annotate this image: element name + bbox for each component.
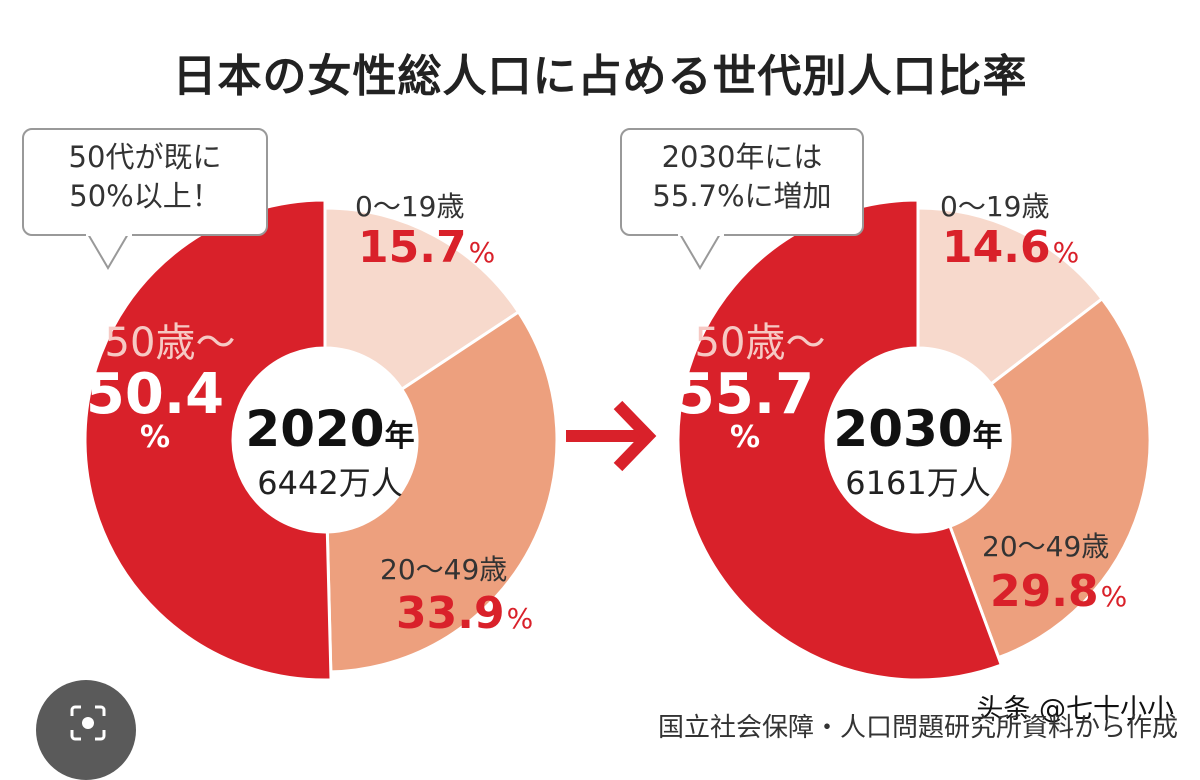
value-unit: % <box>506 602 534 635</box>
unit-senior-2030: % <box>729 420 761 455</box>
value-senior-2020: 50.4 <box>85 362 225 427</box>
value-youth-2030: 14.6% <box>942 222 1079 273</box>
donut-chart-2020 <box>83 198 559 682</box>
value-unit: % <box>1052 236 1080 269</box>
center-year-2020: 2020年 <box>210 400 450 458</box>
value-mid-2020: 33.9% <box>396 588 533 639</box>
donut-chart-2030 <box>676 198 1152 682</box>
chart-title: 日本の女性総人口に占める世代別人口比率 <box>172 51 1028 102</box>
label-senior-2020: 50歳～ <box>104 320 236 366</box>
lens-search-icon <box>70 705 106 741</box>
infographic: 日本の女性総人口に占める世代別人口比率 50代が既に 50%以上！ 0～19歳 … <box>22 51 1178 780</box>
watermark: 头条 @七十小小 <box>976 687 1174 726</box>
year-number: 2030 <box>833 400 973 458</box>
source-note: 国立社会保障・人口問題研究所資料から作成 <box>657 713 1178 743</box>
label-youth-2030: 0～19歳 <box>940 190 1050 223</box>
value-number: 29.8 <box>990 566 1099 617</box>
year-suffix: 年 <box>972 419 1003 454</box>
callout-line: 50%以上！ <box>69 179 221 214</box>
callout-2020: 50代が既に 50%以上！ <box>22 128 268 236</box>
callout-2030: 2030年には 55.7%に増加 <box>620 128 864 236</box>
callout-line: 55.7%に増加 <box>652 179 832 214</box>
year-number: 2020 <box>245 400 385 458</box>
value-number: 14.6 <box>942 222 1051 273</box>
label-mid-2030: 20～49歳 <box>982 530 1110 563</box>
callout-pointer <box>86 232 132 270</box>
unit-senior-2020: % <box>139 420 171 455</box>
center-total-2030: 6161万人 <box>845 464 991 502</box>
lens-search-button[interactable] <box>36 680 136 780</box>
value-unit: % <box>1100 580 1128 613</box>
value-unit: % <box>468 236 496 269</box>
callout-line: 50代が既に <box>68 140 222 174</box>
donut-hole <box>233 348 417 532</box>
center-total-2020: 6442万人 <box>257 464 403 502</box>
label-youth-2020: 0～19歳 <box>355 190 465 223</box>
arrow-icon <box>566 400 657 472</box>
label-mid-2020: 20～49歳 <box>380 553 508 586</box>
value-senior-2030: 55.7 <box>675 362 815 427</box>
year-suffix: 年 <box>384 419 415 454</box>
label-senior-2030: 50歳～ <box>694 320 826 366</box>
donut-hole <box>826 348 1010 532</box>
value-number: 15.7 <box>358 222 467 273</box>
callout-pointer <box>678 232 724 270</box>
center-year-2030: 2030年 <box>798 400 1038 458</box>
value-number: 33.9 <box>396 588 505 639</box>
value-mid-2030: 29.8% <box>990 566 1127 617</box>
value-youth-2020: 15.7% <box>358 222 495 273</box>
chart-canvas <box>83 198 1152 682</box>
callout-line: 2030年には <box>661 140 823 174</box>
